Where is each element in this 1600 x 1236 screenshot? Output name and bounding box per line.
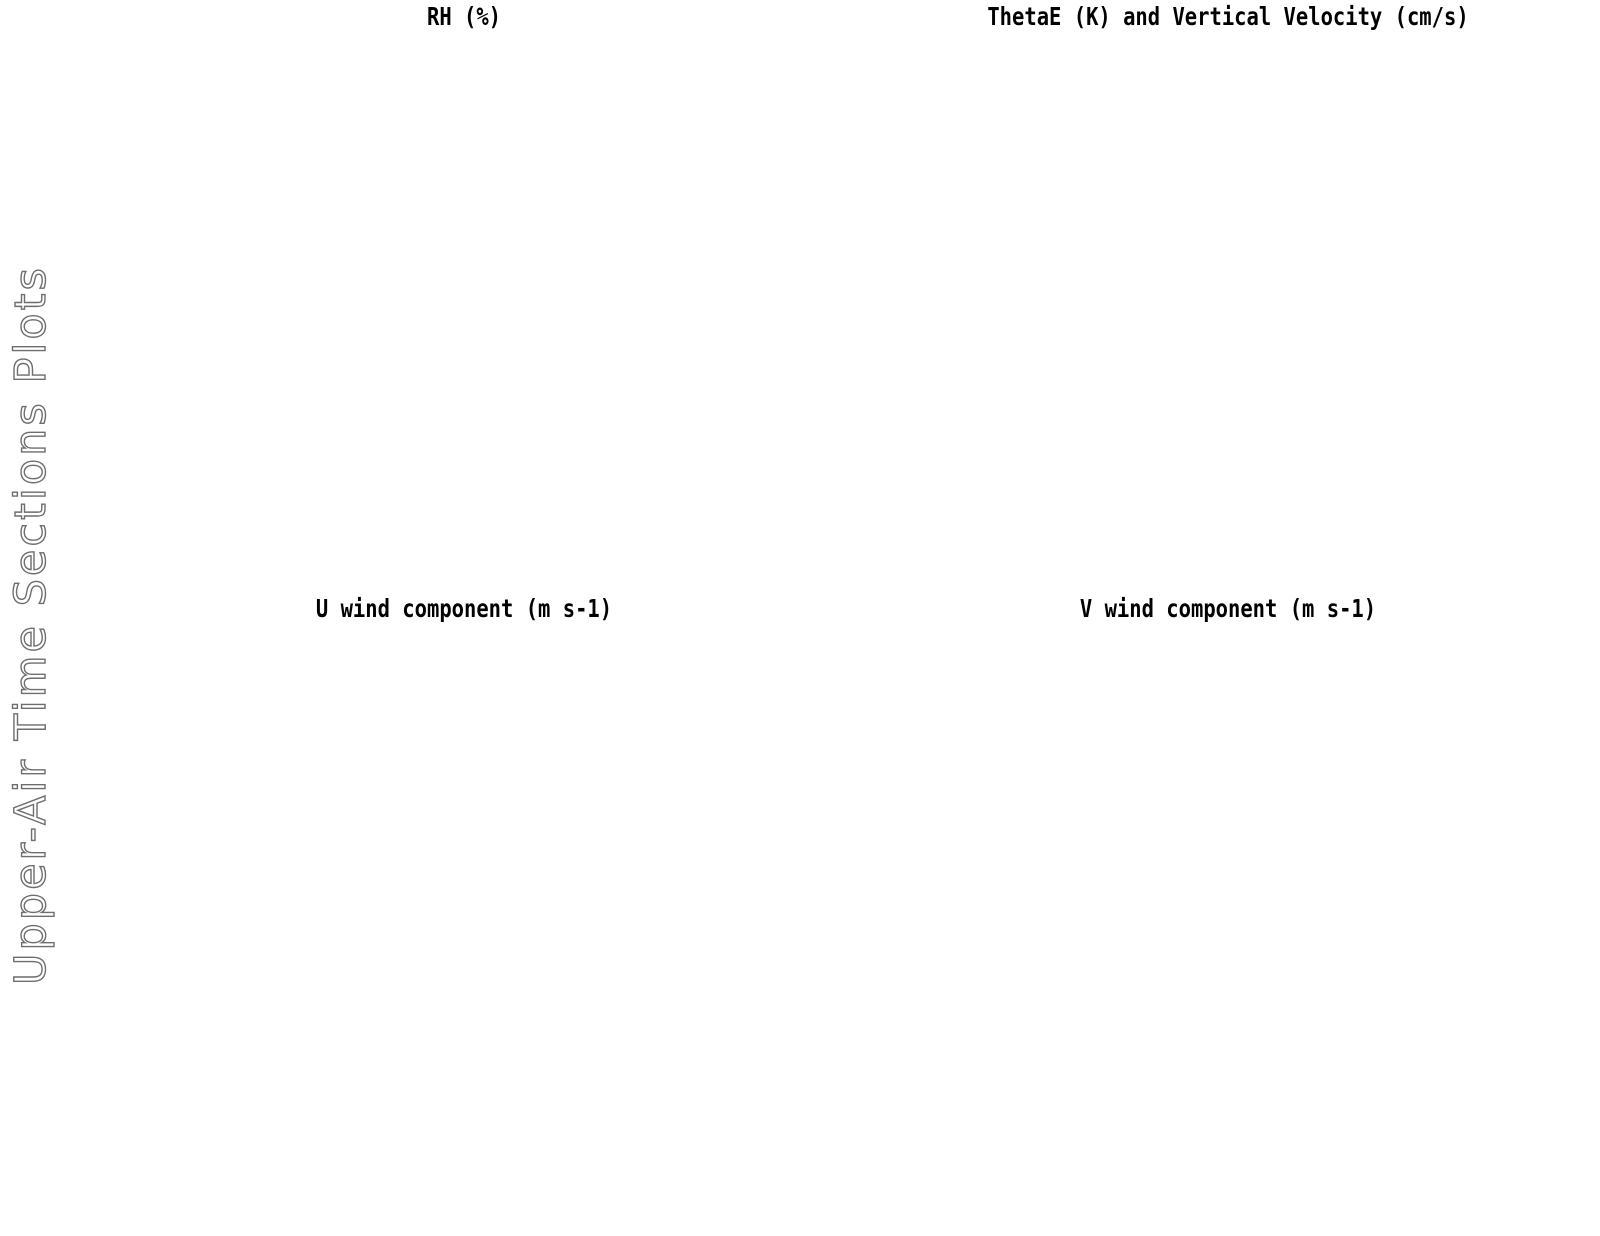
panel-rh-title: RH (%) [426,2,502,31]
panel-thetae-title: ThetaE (K) and Vertical Velocity (cm/s) [987,2,1469,31]
figure-vertical-label: Upper-Air Time Sections Plots [5,264,56,985]
panel-v-title: V wind component (m s-1) [1079,594,1377,623]
panel-u-title: U wind component (m s-1) [315,594,613,623]
